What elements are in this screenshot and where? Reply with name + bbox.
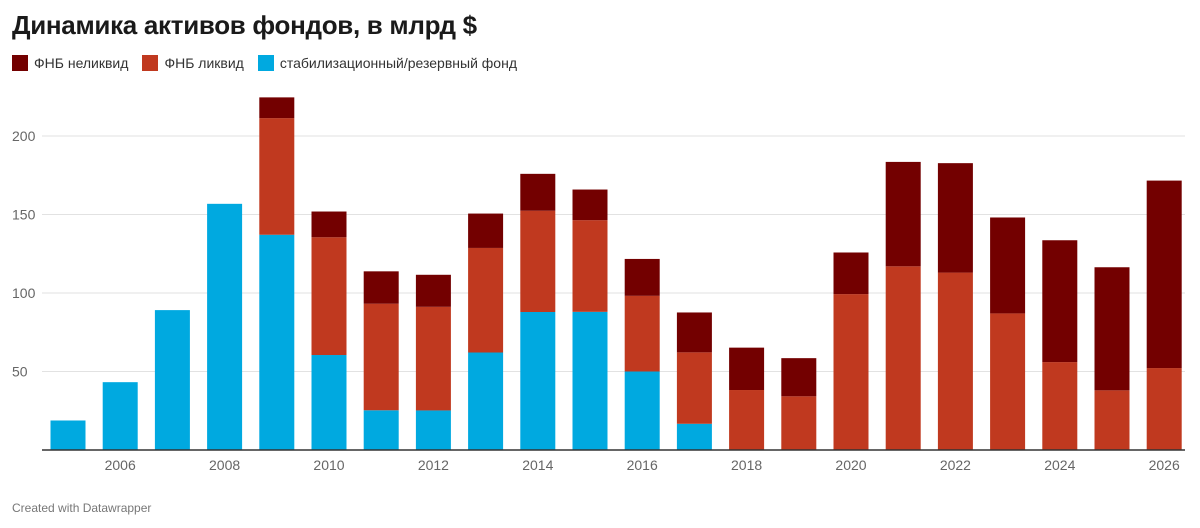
y-tick-label: 200 <box>12 128 36 144</box>
bar-stabilization-fund-2014 <box>520 311 556 450</box>
x-tick-label: 2012 <box>418 457 449 473</box>
bar-fnb-liquid-2009 <box>259 118 295 235</box>
bar-fnb-liquid-2022 <box>937 272 973 450</box>
bar-fnb-illiquid-2022 <box>937 163 973 273</box>
x-tick-label: 2018 <box>731 457 762 473</box>
bar-fnb-illiquid-2025 <box>1094 267 1130 391</box>
bar-fnb-liquid-2020 <box>833 294 869 450</box>
bar-stabilization-fund-2015 <box>572 311 608 450</box>
x-tick-label: 2016 <box>627 457 658 473</box>
bar-fnb-illiquid-2017 <box>676 312 712 353</box>
bar-fnb-liquid-2011 <box>363 303 399 411</box>
bar-fnb-illiquid-2026 <box>1146 180 1182 369</box>
y-tick-label: 50 <box>12 364 28 380</box>
bar-fnb-liquid-2016 <box>624 295 660 372</box>
footer-credit: Created with Datawrapper <box>12 501 152 515</box>
bar-stabilization-fund-2013 <box>468 352 504 450</box>
x-tick-label: 2024 <box>1044 457 1075 473</box>
x-tick-label: 2014 <box>522 457 553 473</box>
bar-fnb-liquid-2026 <box>1146 368 1182 450</box>
bar-fnb-illiquid-2014 <box>520 173 556 211</box>
bar-stabilization-fund-2011 <box>363 410 399 450</box>
y-tick-label: 150 <box>12 207 36 223</box>
bar-stabilization-fund-2016 <box>624 371 660 450</box>
bar-fnb-illiquid-2010 <box>311 211 347 238</box>
bar-stabilization-fund-2006 <box>102 382 138 450</box>
bar-fnb-liquid-2023 <box>990 313 1026 450</box>
x-tick-label: 2022 <box>940 457 971 473</box>
bar-fnb-liquid-2025 <box>1094 390 1130 450</box>
bar-fnb-illiquid-2021 <box>885 161 921 267</box>
bar-stabilization-fund-2009 <box>259 234 295 450</box>
x-tick-label: 2010 <box>313 457 344 473</box>
bar-fnb-liquid-2015 <box>572 220 608 312</box>
legend: ФНБ неликвид ФНБ ликвид стабилизационный… <box>12 55 531 71</box>
bar-fnb-illiquid-2023 <box>990 217 1026 314</box>
bar-stabilization-fund-2007 <box>154 310 190 450</box>
bar-stabilization-fund-2012 <box>415 410 451 450</box>
bar-stabilization-fund-2005 <box>50 420 86 450</box>
legend-label-stabilization-fund: стабилизационный/резервный фонд <box>279 55 517 71</box>
x-tick-label: 2020 <box>835 457 866 473</box>
bar-fnb-illiquid-2013 <box>468 213 504 248</box>
legend-item-fnb-liquid: ФНБ ликвид <box>142 55 244 71</box>
bar-fnb-liquid-2018 <box>729 390 765 450</box>
x-tick-label: 2006 <box>105 457 136 473</box>
bar-stabilization-fund-2017 <box>676 423 712 450</box>
bar-fnb-liquid-2012 <box>415 306 451 411</box>
x-tick-label: 2008 <box>209 457 240 473</box>
chart-title: Динамика активов фондов, в млрд $ <box>12 10 477 40</box>
bar-fnb-liquid-2010 <box>311 237 347 356</box>
legend-swatch-fnb-illiquid <box>12 55 28 71</box>
bar-fnb-illiquid-2009 <box>259 97 295 119</box>
bar-fnb-illiquid-2024 <box>1042 240 1078 363</box>
bar-fnb-illiquid-2016 <box>624 258 660 296</box>
bar-fnb-illiquid-2018 <box>729 347 765 391</box>
bar-fnb-illiquid-2019 <box>781 358 817 397</box>
bar-fnb-illiquid-2015 <box>572 189 608 221</box>
bar-stabilization-fund-2010 <box>311 355 347 450</box>
x-tick-label: 2026 <box>1149 457 1180 473</box>
y-tick-label: 100 <box>12 285 36 301</box>
bar-fnb-liquid-2019 <box>781 396 817 450</box>
bar-stabilization-fund-2008 <box>207 203 243 450</box>
bar-fnb-illiquid-2011 <box>363 271 399 304</box>
legend-item-stabilization-fund: стабилизационный/резервный фонд <box>257 55 517 71</box>
legend-swatch-fnb-liquid <box>142 55 159 71</box>
legend-label-fnb-liquid: ФНБ ликвид <box>164 55 244 71</box>
bar-fnb-liquid-2014 <box>520 210 556 312</box>
bar-fnb-liquid-2013 <box>468 247 504 353</box>
bar-fnb-liquid-2024 <box>1042 362 1078 450</box>
bar-fnb-illiquid-2012 <box>415 274 451 307</box>
legend-item-fnb-illiquid: ФНБ неликвид <box>12 55 128 71</box>
legend-swatch-stabilization-fund <box>257 55 274 71</box>
bar-fnb-liquid-2021 <box>885 266 921 450</box>
legend-label-fnb-illiquid: ФНБ неликвид <box>34 55 129 71</box>
bar-fnb-liquid-2017 <box>676 352 712 424</box>
bar-fnb-illiquid-2020 <box>833 252 869 295</box>
